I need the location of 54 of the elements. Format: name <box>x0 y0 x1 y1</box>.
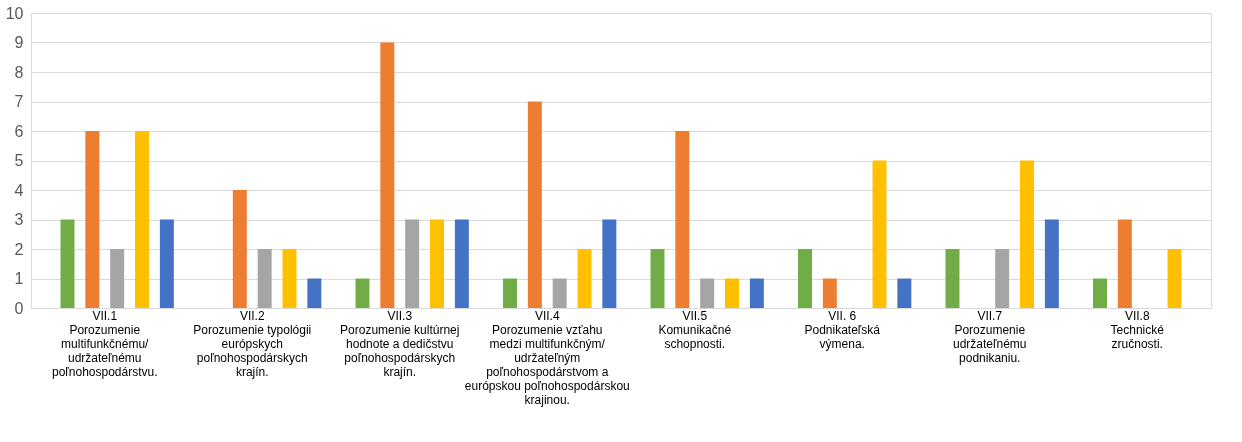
bar <box>897 278 912 308</box>
bar <box>1167 249 1182 308</box>
bar <box>798 249 812 308</box>
bar <box>995 249 1010 308</box>
y-tick-label: 8 <box>14 63 24 81</box>
bar <box>945 249 960 308</box>
y-tick-label: 3 <box>14 211 24 228</box>
y-tick-label: 4 <box>14 181 24 199</box>
bar <box>307 278 322 308</box>
y-tick-label: 0 <box>14 299 24 317</box>
x-tick-label: VII.8 Technické zručnosti. <box>1110 308 1165 351</box>
bar <box>1117 219 1132 308</box>
bar <box>135 131 149 308</box>
bar <box>430 219 444 308</box>
x-tick-label: VII.3 Porozumenie kultúrnej hodnote a dedičstvu poľnohospodárskych krajín. <box>340 308 460 379</box>
bar <box>675 131 690 308</box>
y-tick-label: 5 <box>14 152 24 169</box>
y-tick-label: 9 <box>14 34 24 51</box>
x-tick-label: VII.1 Porozumenie multifunkčnému/ udržateľnému poľnohospodárstvu. <box>51 308 158 379</box>
bar <box>405 219 420 308</box>
x-tick-label: VII.7 Porozumenie udržateľnému podnikaniu. <box>952 308 1027 365</box>
bar <box>257 249 272 308</box>
y-tick-label: 10 <box>5 4 24 22</box>
bar <box>1020 160 1034 308</box>
bar <box>650 249 665 308</box>
bar <box>454 219 469 308</box>
bar <box>282 249 297 308</box>
bar <box>232 190 247 308</box>
y-tick-label: 7 <box>14 93 24 110</box>
bar <box>725 278 739 308</box>
bar <box>355 278 370 308</box>
bar <box>822 278 837 308</box>
bar <box>527 101 542 308</box>
bar <box>1044 219 1059 308</box>
bar <box>60 219 75 308</box>
bar <box>380 42 395 308</box>
bar <box>503 278 517 308</box>
bar <box>1093 278 1107 308</box>
bar <box>577 249 592 308</box>
y-tick-label: 6 <box>14 122 24 140</box>
bar <box>872 160 887 308</box>
x-tick-label: VII. 6 Podnikateľská výmena. <box>804 308 881 351</box>
bar <box>700 278 715 308</box>
bar <box>552 278 567 308</box>
y-tick-label: 1 <box>14 270 24 287</box>
bar <box>602 219 617 308</box>
y-tick-label: 2 <box>14 240 24 258</box>
x-tick-label: VII.5 Komunikačné schopnosti. <box>658 308 732 351</box>
bar <box>110 249 125 308</box>
bar <box>749 278 764 308</box>
x-tick-label: VII.4 Porozumenie vzťahu medzi multifunkčným/ udržateľným poľnohospodárstvom a európskou poľnohospodárskou krajinou. <box>464 308 630 407</box>
x-tick-label: VII.2 Porozumenie typológii európskych poľnohospodárskych krajín. <box>193 308 312 379</box>
bar <box>85 131 100 308</box>
bar <box>159 219 174 308</box>
